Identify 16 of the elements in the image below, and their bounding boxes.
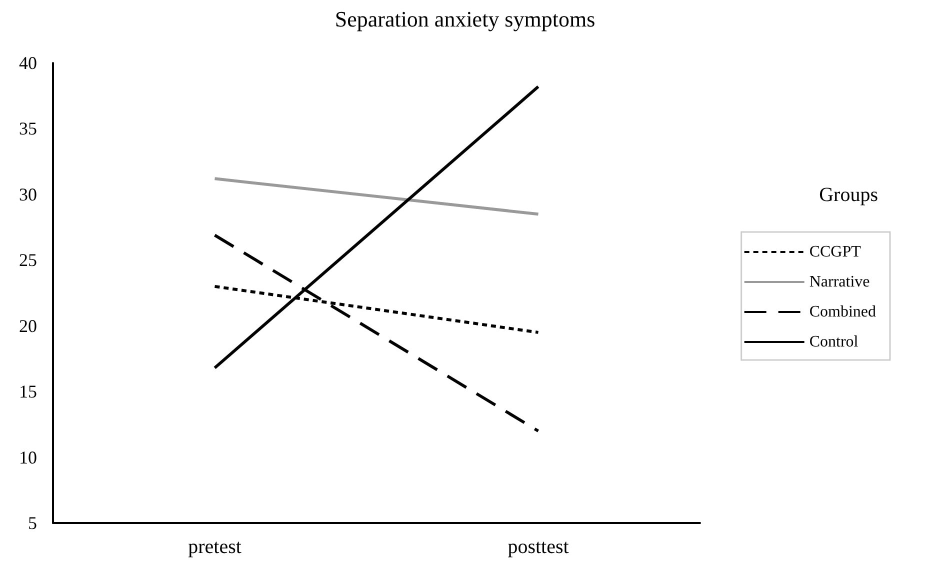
chart-title: Separation anxiety symptoms	[334, 6, 596, 32]
legend-title: Groups	[819, 184, 878, 206]
y-tick-label: 5	[28, 513, 37, 533]
x-tick-label: posttest	[508, 536, 570, 558]
x-tick-label: pretest	[188, 536, 242, 558]
legend-label: Narrative	[809, 274, 870, 290]
y-tick-label: 15	[19, 382, 37, 402]
y-tick-label: 40	[19, 53, 37, 73]
y-tick-label: 10	[19, 447, 37, 468]
y-tick-label: 30	[19, 184, 37, 204]
legend-label: CCGPT	[809, 244, 862, 260]
y-tick-label: 20	[19, 316, 37, 336]
legend-label: Control	[809, 334, 859, 350]
y-tick-label: 25	[19, 250, 37, 270]
y-tick-label: 35	[19, 118, 37, 139]
legend-label: Combined	[809, 304, 876, 320]
